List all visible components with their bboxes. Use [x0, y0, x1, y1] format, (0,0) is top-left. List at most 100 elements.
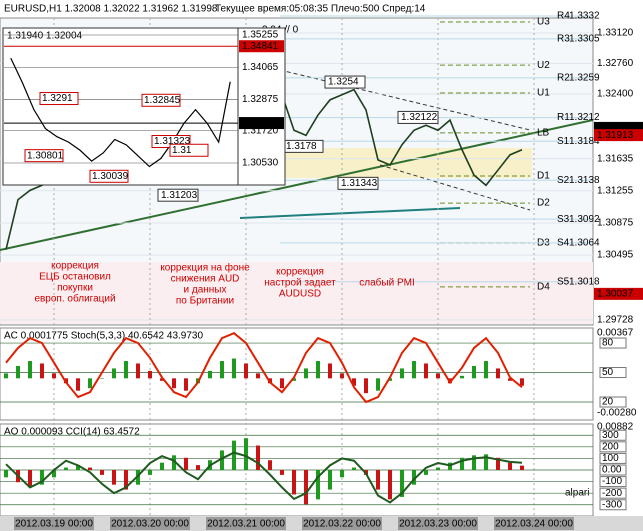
- histogram-bar: [316, 361, 320, 379]
- histogram-bar: [244, 438, 248, 470]
- tick-box: [599, 499, 627, 511]
- tick-box: [599, 487, 627, 499]
- histogram-bar: [460, 457, 464, 470]
- histogram-bar: [472, 365, 476, 379]
- date-box: [302, 517, 382, 530]
- pivot-value: 1.3305: [569, 34, 600, 45]
- histogram-bar: [400, 470, 404, 497]
- level-label: LB: [537, 127, 550, 138]
- histogram-bar: [280, 378, 284, 389]
- y2-tick-label: 80: [602, 338, 614, 349]
- tick-box: [599, 476, 627, 488]
- histogram-bar: [304, 470, 308, 505]
- histogram-bar: [328, 363, 332, 379]
- y-tick-label: -0.00280: [597, 408, 637, 419]
- x-tick-label: 2012.03.23 00:00: [399, 519, 477, 530]
- price-tag-label: 1.31913: [597, 130, 634, 141]
- price-label: 1.30801: [27, 150, 64, 161]
- pivot-name: R1: [557, 112, 570, 123]
- histogram-bar: [340, 470, 344, 478]
- price-label-box: [169, 143, 209, 157]
- annotation: снижения AUD: [171, 274, 240, 285]
- histogram-bar: [28, 361, 32, 379]
- histogram-bar: [172, 455, 176, 470]
- y-tick-label: 1.30495: [597, 250, 634, 261]
- histogram-bar: [364, 378, 368, 394]
- histogram-bar: [148, 370, 152, 379]
- histogram-bar: [112, 470, 116, 485]
- y2-tick-label: 300: [602, 430, 619, 441]
- price-label-box: [337, 176, 379, 190]
- histogram-bar: [88, 378, 92, 389]
- pivot-value: 1.3138: [569, 175, 600, 186]
- annotation: по Британии: [176, 296, 234, 307]
- chart-title: EURUSD,H1 1.32008 1.32022 1.31962 1.3199…: [4, 4, 218, 15]
- y-tick-label: 1.30530: [242, 158, 279, 169]
- histogram-bar: [352, 467, 356, 470]
- pivot-value: 1.3259: [569, 72, 600, 83]
- histogram-bar: [220, 450, 224, 470]
- histogram-bar: [4, 470, 8, 478]
- annotation: и данных: [184, 285, 227, 296]
- price-tag-label: 1.30037: [597, 289, 634, 300]
- y2-tick-label: 200: [602, 441, 619, 452]
- indicator-line: [5, 332, 523, 404]
- pivot-value: 1.3018: [569, 276, 600, 287]
- histogram-bar: [292, 470, 296, 495]
- y-tick-label: 1.33120: [597, 28, 634, 39]
- y-tick-label: 1.34065: [242, 62, 279, 73]
- y2-tick-label: 100: [602, 453, 619, 464]
- price-label-box: [397, 110, 439, 124]
- news-zone: [0, 262, 593, 324]
- annotation: слабый PMI: [359, 277, 414, 289]
- price-tag: [594, 129, 643, 142]
- pivot-name: S3: [557, 214, 570, 225]
- ao-title: AO 0.000093 CCI(14) 63.4572: [4, 427, 140, 438]
- histogram-bar: [424, 363, 428, 379]
- price-tag: [239, 117, 284, 130]
- pivot-name: R3: [557, 34, 570, 45]
- annotation: покупки: [57, 283, 93, 294]
- histogram-bar: [124, 470, 128, 490]
- price-label: 1.31: [172, 145, 192, 156]
- level-label: U3: [537, 17, 550, 28]
- y-tick-label: 1.29728: [597, 315, 634, 326]
- histogram-bar: [184, 378, 188, 391]
- histogram-bar: [52, 373, 56, 379]
- pivot-value: 1.3332: [569, 11, 600, 22]
- histogram-bar: [160, 378, 164, 381]
- histogram-bar: [268, 460, 272, 470]
- annotation: европ. облигаций: [34, 293, 115, 305]
- histogram-bar: [160, 462, 164, 470]
- tick-box: [599, 429, 627, 441]
- price-label-box: [157, 188, 199, 202]
- price-label-box: [324, 75, 366, 89]
- histogram-bar: [220, 361, 224, 379]
- price-tag: [594, 287, 643, 300]
- histogram-bar: [316, 470, 320, 500]
- date-box: [494, 517, 574, 530]
- price-label: 1.32845: [144, 95, 181, 106]
- price-line: [10, 57, 231, 168]
- y2-tick-label: -100: [602, 476, 622, 487]
- y-tick-label: 1.31635: [597, 153, 634, 164]
- histogram-bar: [232, 440, 236, 470]
- histogram-bar: [184, 457, 188, 470]
- histogram-bar: [484, 361, 488, 379]
- histogram-bar: [424, 470, 428, 475]
- histogram-bar: [232, 358, 236, 379]
- histogram-bar: [40, 470, 44, 485]
- histogram-bar: [124, 361, 128, 379]
- y-tick-label: 0.00367: [597, 328, 634, 339]
- price-label: 1.31343: [341, 178, 378, 189]
- y-tick-label: 1.30875: [597, 218, 634, 229]
- channel-line: [379, 164, 531, 211]
- price-tag-label: 1.34841: [242, 41, 279, 52]
- y-tick-label: 1.31720: [242, 125, 279, 136]
- level-label: D4: [537, 281, 550, 292]
- histogram-bar: [28, 470, 32, 488]
- y2-tick-label: 0.00: [602, 465, 622, 476]
- pivot-name: S1: [557, 136, 570, 147]
- histogram-bar: [76, 378, 80, 391]
- date-box: [398, 517, 478, 530]
